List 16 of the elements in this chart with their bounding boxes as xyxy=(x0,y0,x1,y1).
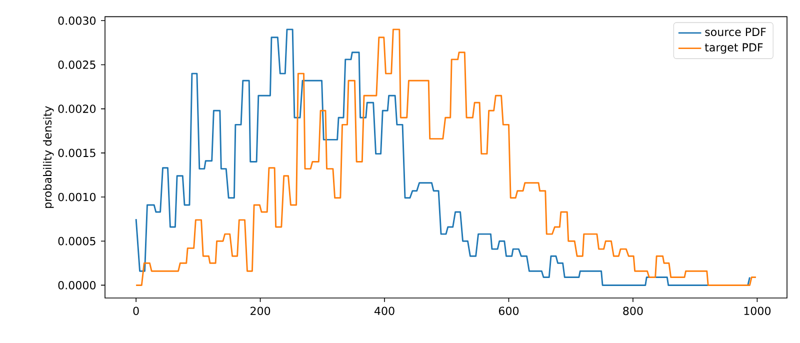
legend-label: target PDF xyxy=(704,43,763,54)
y-tick-label: 0.0030 xyxy=(58,16,96,25)
y-tick-label: 0.0000 xyxy=(58,281,96,290)
y-tick-label: 0.0025 xyxy=(58,60,96,69)
x-tick-label: 200 xyxy=(250,306,270,316)
x-tick-label: 600 xyxy=(498,306,519,316)
y-tick-label: 0.0005 xyxy=(58,236,96,246)
x-tick-label: 1000 xyxy=(744,306,771,316)
x-tick-label: 0 xyxy=(133,306,139,316)
x-tick-label: 400 xyxy=(374,306,394,316)
y-axis-title: probability density xyxy=(43,106,54,208)
x-tick-label: 800 xyxy=(623,306,643,316)
y-tick-label: 0.0020 xyxy=(58,104,96,113)
y-tick-label: 0.0015 xyxy=(58,148,96,158)
legend-label: source PDF xyxy=(705,28,766,36)
y-tick-label: 0.0010 xyxy=(58,192,96,202)
